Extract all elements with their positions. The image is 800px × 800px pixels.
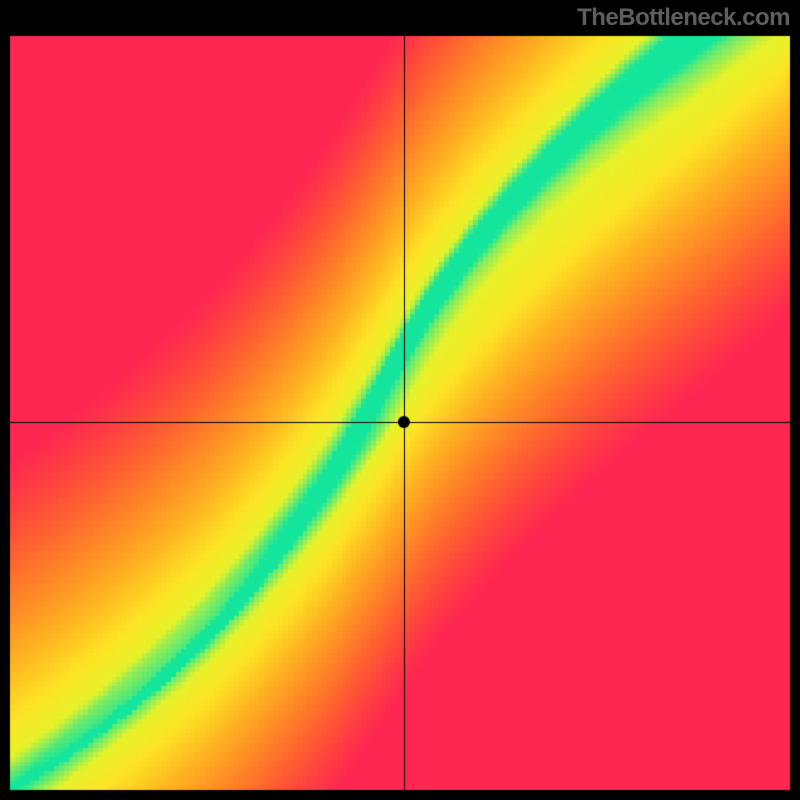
chart-container: TheBottleneck.com (0, 0, 800, 800)
bottleneck-heatmap (0, 0, 800, 800)
watermark-text: TheBottleneck.com (577, 4, 790, 32)
